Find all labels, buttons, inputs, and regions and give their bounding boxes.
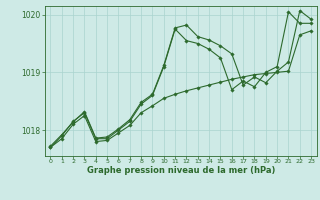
X-axis label: Graphe pression niveau de la mer (hPa): Graphe pression niveau de la mer (hPa) xyxy=(87,166,275,175)
